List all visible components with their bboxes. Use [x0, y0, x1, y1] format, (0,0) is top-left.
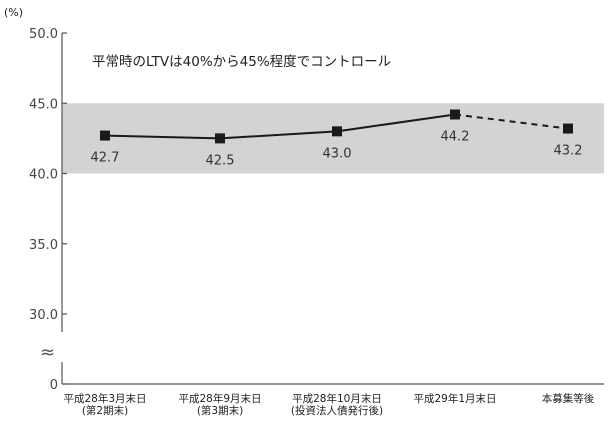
y-tick-label: 50.0 [29, 27, 58, 42]
data-point-marker [332, 126, 342, 137]
y-tick-label: 45.0 [29, 97, 58, 112]
y-tick-label: 35.0 [29, 238, 58, 253]
data-value-label: 42.7 [91, 151, 120, 166]
data-value-label: 44.2 [441, 129, 470, 144]
x-category-label: 平成28年3月末日 [63, 392, 146, 405]
series-lines [104, 113, 569, 140]
x-category-label: (第3期末) [197, 404, 243, 417]
x-category-label: 本募集等後 [542, 392, 595, 405]
x-category-label: 平成28年9月末日 [178, 392, 261, 405]
data-point-marker [450, 109, 460, 120]
x-category-label: (第2期末) [82, 404, 128, 417]
data-value-label: 43.0 [323, 146, 352, 161]
data-value-label: 42.5 [206, 153, 235, 168]
data-point-marker [215, 133, 225, 144]
series-line-solid [104, 113, 456, 140]
data-value-label: 43.2 [554, 144, 583, 159]
y-axis-unit: (%) [4, 6, 23, 19]
axis-layer [61, 32, 604, 385]
series-line-dashed [454, 113, 569, 130]
y-tick-labels: 50.0 45.0 40.0 35.0 30.0 0 [29, 27, 58, 393]
data-point-marker [100, 130, 110, 141]
value-labels: 42.7 42.5 43.0 44.2 43.2 [91, 129, 583, 168]
target-range-band [62, 103, 604, 174]
x-category-label: (投資法人債発行後) [291, 404, 383, 417]
x-category-labels: 平成28年3月末日(第2期末) 平成28年9月末日(第3期末) 平成28年10月末日… [63, 392, 594, 417]
y-tick-label: 30.0 [29, 308, 58, 323]
chart-annotation: 平常時のLTVは40%から45%程度でコントロール [92, 54, 391, 70]
y-tick-label: 0 [50, 378, 58, 393]
x-category-label: 平成29年1月末日 [413, 392, 496, 405]
axis-break-icon: ≈ [40, 342, 55, 363]
data-point-marker [563, 123, 573, 134]
x-category-label: 平成28年10月末日 [292, 392, 382, 405]
y-tick-label: 40.0 [29, 168, 58, 183]
series-markers [100, 109, 573, 144]
